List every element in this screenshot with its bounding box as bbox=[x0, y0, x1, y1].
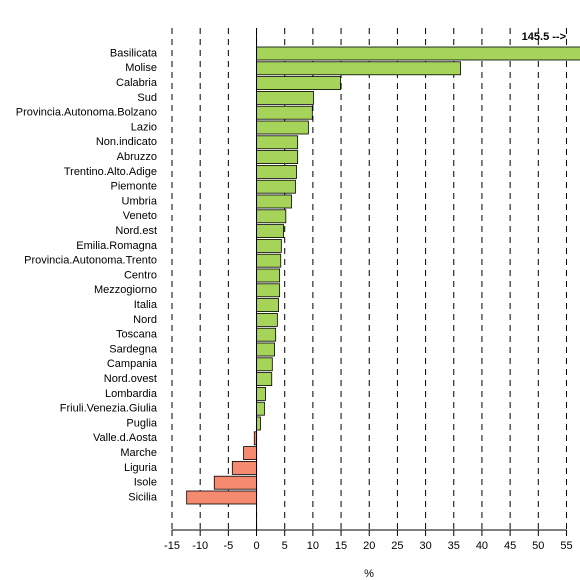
x-tick-label: -5 bbox=[223, 540, 233, 552]
y-tick-label: Nord.est bbox=[115, 225, 157, 237]
x-tick-label: 45 bbox=[504, 540, 516, 552]
y-tick-label: Campania bbox=[107, 358, 158, 370]
y-tick-label: Lombardia bbox=[105, 388, 158, 400]
bar bbox=[256, 61, 461, 76]
bar bbox=[256, 194, 292, 209]
y-tick-label: Basilicata bbox=[110, 47, 158, 59]
y-tick-label: Provincia.Autonoma.Bolzano bbox=[16, 107, 157, 119]
bar bbox=[256, 298, 279, 313]
y-tick-label: Isole bbox=[134, 477, 157, 489]
y-tick-label: Trentino.Alto.Adige bbox=[64, 166, 157, 178]
x-tick-label: 5 bbox=[282, 540, 288, 552]
bar bbox=[256, 357, 273, 372]
x-tick-label: 55 bbox=[560, 540, 572, 552]
y-tick-label: Nord bbox=[133, 314, 157, 326]
y-tick-label: Provincia.Autonoma.Trento bbox=[24, 255, 157, 267]
bar bbox=[256, 372, 273, 387]
bar bbox=[256, 209, 287, 224]
y-tick-label: Puglia bbox=[126, 417, 157, 429]
bar bbox=[256, 312, 278, 327]
y-tick-label: Nord.ovest bbox=[104, 373, 157, 385]
x-tick-label: 25 bbox=[391, 540, 403, 552]
y-tick-label: Lazio bbox=[131, 121, 157, 133]
y-tick-label: Marche bbox=[120, 447, 157, 459]
x-tick-label: 40 bbox=[476, 540, 488, 552]
y-tick-label: Calabria bbox=[116, 77, 158, 89]
bar bbox=[256, 179, 296, 194]
bar bbox=[256, 76, 341, 90]
y-tick-label: Toscana bbox=[116, 329, 158, 341]
y-tick-label: Veneto bbox=[123, 210, 157, 222]
x-tick-label: 30 bbox=[419, 540, 431, 552]
bar bbox=[256, 268, 281, 283]
y-tick-label: Emilia.Romagna bbox=[76, 240, 158, 252]
bar bbox=[256, 46, 580, 61]
bar bbox=[256, 386, 266, 401]
y-tick-label: Italia bbox=[134, 299, 158, 311]
bar bbox=[256, 224, 284, 239]
x-tick-label: 50 bbox=[532, 540, 544, 552]
bar bbox=[256, 120, 309, 135]
y-tick-label: Centro bbox=[124, 269, 157, 281]
y-tick-label: Molise bbox=[125, 62, 157, 74]
y-tick-label: Mezzogiorno bbox=[94, 284, 157, 296]
bar bbox=[256, 105, 313, 120]
bar bbox=[243, 446, 257, 461]
y-tick-label: Sicilia bbox=[128, 491, 158, 503]
bar bbox=[256, 342, 275, 357]
x-tick-label: 10 bbox=[307, 540, 319, 552]
bar bbox=[256, 253, 282, 268]
y-tick-label: Sardegna bbox=[109, 343, 158, 355]
bar bbox=[186, 490, 257, 505]
bar bbox=[256, 416, 261, 431]
y-tick-label: Non.indicato bbox=[96, 136, 157, 148]
y-tick-label: Friuli.Venezia.Giulia bbox=[60, 403, 158, 415]
x-tick-label: 35 bbox=[448, 540, 460, 552]
y-tick-label: Piemonte bbox=[111, 181, 157, 193]
y-tick-label: Sud bbox=[137, 92, 157, 104]
bar bbox=[256, 91, 314, 105]
bar bbox=[256, 238, 282, 253]
bar bbox=[256, 283, 281, 298]
y-tick-label: Umbria bbox=[122, 195, 158, 207]
x-tick-label: 20 bbox=[363, 540, 375, 552]
y-tick-label: Abruzzo bbox=[117, 151, 157, 163]
bar bbox=[256, 401, 265, 416]
x-axis-label: % bbox=[364, 568, 374, 580]
y-tick-label: Liguria bbox=[124, 462, 158, 474]
y-tick-label: Valle.d.Aosta bbox=[93, 432, 158, 444]
bars bbox=[186, 46, 580, 505]
bar bbox=[256, 135, 299, 150]
x-tick-label: -15 bbox=[164, 540, 180, 552]
bar bbox=[256, 150, 299, 165]
x-tick-label: 15 bbox=[335, 540, 347, 552]
x-tick-label: 0 bbox=[253, 540, 259, 552]
bar bbox=[256, 164, 297, 179]
bar bbox=[256, 327, 277, 342]
value-label: 145.5 --> bbox=[522, 31, 566, 43]
x-tick-label: -10 bbox=[192, 540, 208, 552]
bar bbox=[213, 475, 257, 490]
bar bbox=[231, 460, 257, 475]
